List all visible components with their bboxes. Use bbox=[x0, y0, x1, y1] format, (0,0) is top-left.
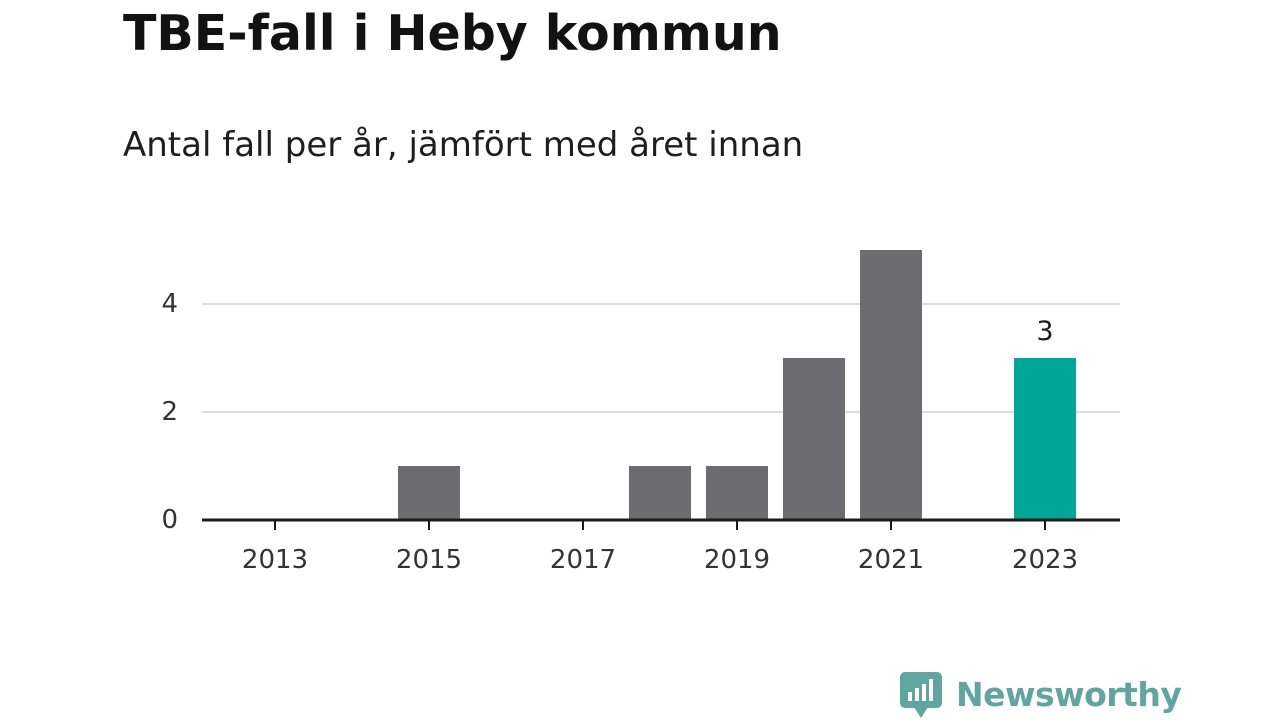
brand-name: Newsworthy bbox=[956, 674, 1182, 714]
x-tick-label: 2017 bbox=[550, 545, 616, 575]
gridlines bbox=[202, 303, 1120, 413]
bars bbox=[398, 250, 1076, 520]
data-label: 3 bbox=[1036, 316, 1053, 347]
bar-chart-speech-bubble-icon bbox=[900, 672, 942, 718]
x-axis bbox=[202, 518, 1120, 530]
x-tick-label: 2015 bbox=[396, 545, 462, 575]
bar-2021 bbox=[860, 250, 922, 520]
chart-title: TBE-fall i Heby kommun bbox=[123, 5, 782, 62]
chart-subtitle: Antal fall per år, jämfört med året inna… bbox=[123, 125, 804, 165]
y-tick-label: 4 bbox=[161, 289, 178, 319]
bar-2023 bbox=[1014, 358, 1076, 520]
x-tick-label: 2013 bbox=[242, 545, 308, 575]
newsworthy-brand: Newsworthy bbox=[900, 668, 1182, 720]
x-tick-label: 2019 bbox=[704, 545, 770, 575]
bar-2019 bbox=[706, 466, 768, 520]
bar-2020 bbox=[783, 358, 845, 520]
bar-2018 bbox=[629, 466, 691, 520]
bar-chart: 0 2 4 3 2013 2015 2017 2019 2021 2023 bbox=[161, 250, 1120, 575]
labels: 0 2 4 3 2013 2015 2017 2019 2021 2023 bbox=[161, 289, 1078, 575]
y-tick-label: 2 bbox=[161, 397, 178, 427]
y-tick-label: 0 bbox=[161, 505, 178, 535]
x-tick-label: 2021 bbox=[858, 545, 924, 575]
x-tick-label: 2023 bbox=[1012, 545, 1078, 575]
bar-2015 bbox=[398, 466, 460, 520]
